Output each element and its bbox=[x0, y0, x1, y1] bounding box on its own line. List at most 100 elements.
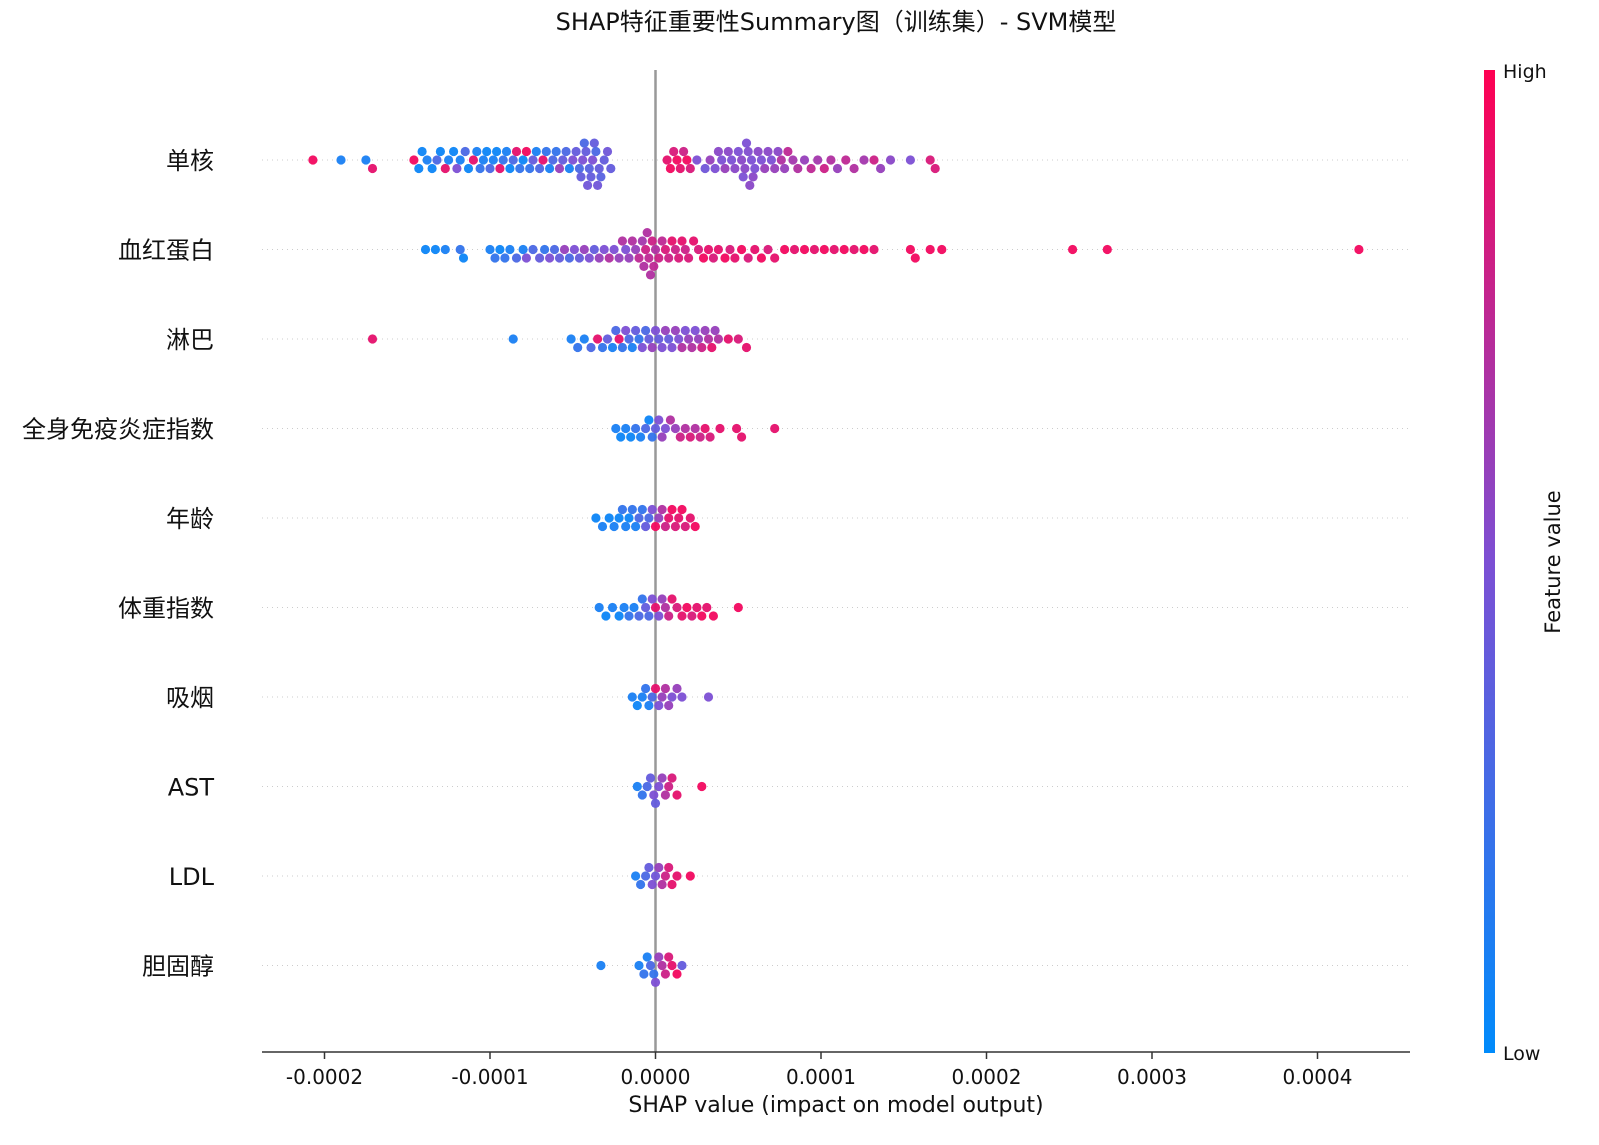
shap-point bbox=[657, 236, 667, 246]
shap-point bbox=[588, 155, 598, 165]
shap-point bbox=[495, 244, 505, 255]
shap-point bbox=[737, 155, 747, 165]
shap-point bbox=[617, 236, 628, 246]
shap-point bbox=[679, 146, 689, 157]
shap-point bbox=[672, 602, 682, 613]
shap-point bbox=[813, 155, 823, 165]
shap-point bbox=[505, 244, 515, 255]
shap-point bbox=[463, 163, 474, 174]
x-tick-label: 0.0002 bbox=[952, 1065, 1022, 1089]
shap-point bbox=[654, 781, 664, 792]
shap-point bbox=[832, 163, 843, 174]
shap-point bbox=[644, 513, 654, 523]
shap-point bbox=[584, 163, 594, 174]
shap-point bbox=[664, 781, 674, 792]
shap-point bbox=[455, 244, 465, 255]
shap-point bbox=[518, 155, 528, 165]
shap-point bbox=[455, 155, 465, 165]
shap-point bbox=[540, 244, 550, 255]
shap-point bbox=[515, 163, 525, 174]
shap-point bbox=[594, 163, 604, 174]
shap-point bbox=[485, 163, 495, 174]
shap-point bbox=[660, 602, 671, 613]
shap-point bbox=[780, 244, 790, 255]
shap-point bbox=[551, 146, 561, 157]
shap-point bbox=[789, 244, 800, 255]
shap-point bbox=[611, 423, 621, 434]
shap-point bbox=[687, 342, 697, 353]
shap-point bbox=[452, 163, 462, 174]
shap-point bbox=[644, 415, 654, 425]
shap-point bbox=[705, 155, 715, 165]
shap-point bbox=[417, 146, 427, 157]
shap-point bbox=[750, 244, 760, 255]
shap-point bbox=[607, 602, 618, 613]
shap-point bbox=[589, 138, 599, 148]
shap-point bbox=[700, 325, 710, 336]
shap-point bbox=[545, 253, 555, 263]
shap-point bbox=[660, 521, 671, 532]
shap-point bbox=[677, 236, 687, 246]
shap-point bbox=[1068, 244, 1078, 255]
shap-point bbox=[458, 253, 469, 263]
shap-point bbox=[657, 504, 667, 515]
shap-point bbox=[554, 163, 565, 174]
shap-point bbox=[614, 513, 624, 523]
shap-point bbox=[642, 781, 652, 792]
shap-point bbox=[637, 236, 647, 246]
shap-point bbox=[531, 146, 541, 157]
shap-point bbox=[485, 244, 495, 255]
shap-point bbox=[793, 163, 803, 174]
shap-point bbox=[770, 253, 780, 263]
shap-point bbox=[578, 155, 588, 165]
shap-point bbox=[541, 146, 551, 157]
shap-point bbox=[468, 155, 478, 165]
colorbar-low-label: Low bbox=[1503, 1043, 1540, 1065]
shap-point bbox=[713, 146, 724, 157]
shap-point bbox=[637, 790, 647, 800]
shap-point bbox=[641, 423, 651, 434]
shap-point bbox=[677, 960, 687, 971]
shap-point bbox=[634, 611, 644, 621]
shap-point bbox=[449, 146, 459, 157]
shap-point bbox=[482, 146, 492, 157]
shap-point bbox=[650, 871, 661, 881]
shap-point bbox=[741, 138, 752, 148]
shap-point bbox=[707, 342, 717, 353]
shap-point bbox=[667, 236, 677, 246]
shap-point bbox=[644, 862, 654, 873]
shap-point bbox=[621, 423, 631, 434]
shap-point bbox=[841, 155, 851, 165]
shap-point bbox=[859, 244, 869, 255]
shap-point bbox=[632, 700, 642, 711]
shap-point bbox=[624, 334, 634, 344]
shap-point bbox=[745, 180, 755, 190]
shap-point bbox=[501, 146, 512, 157]
shap-point bbox=[670, 521, 681, 532]
x-tick-label: 0.0003 bbox=[1117, 1065, 1187, 1089]
shap-point bbox=[665, 415, 676, 425]
shap-point bbox=[631, 423, 641, 434]
shap-point bbox=[599, 155, 609, 165]
shap-point bbox=[475, 163, 485, 174]
shap-point bbox=[584, 253, 594, 263]
shap-point bbox=[568, 155, 578, 165]
shap-point bbox=[672, 871, 682, 881]
shap-point bbox=[639, 261, 649, 271]
shap-point bbox=[692, 155, 702, 165]
shap-point bbox=[579, 244, 589, 255]
shap-point bbox=[495, 163, 505, 174]
shap-point bbox=[654, 862, 664, 873]
colorbar-title: Feature value bbox=[1541, 490, 1565, 633]
shap-point bbox=[614, 334, 624, 344]
shap-point bbox=[645, 773, 656, 783]
shap-point bbox=[521, 253, 532, 263]
shap-point bbox=[528, 155, 538, 165]
shap-point bbox=[488, 155, 498, 165]
shap-point bbox=[702, 602, 712, 613]
shap-point bbox=[621, 244, 631, 255]
shap-point bbox=[654, 952, 664, 962]
shap-point bbox=[573, 342, 583, 353]
shap-point bbox=[511, 146, 522, 157]
